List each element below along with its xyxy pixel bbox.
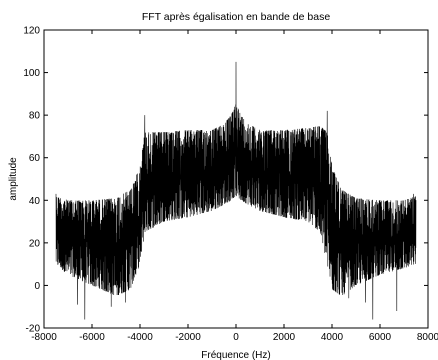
x-tick-label: 8000 — [417, 332, 438, 343]
y-tick-label: 20 — [29, 238, 41, 249]
x-tick-label: -2000 — [175, 332, 201, 343]
fft-series-line — [55, 61, 417, 320]
x-tick-label: -6000 — [79, 332, 105, 343]
y-tick-label: -20 — [26, 324, 41, 335]
data-layer — [55, 61, 417, 320]
x-tick-label: -8000 — [31, 332, 57, 343]
axes-layer: -8000 -6000 -4000 -2000 0 2000 4000 6000 8000 -20… — [23, 26, 438, 344]
x-tick-label: 2000 — [273, 332, 296, 343]
y-tick-label: 0 — [34, 281, 40, 292]
x-tick-label: 4000 — [321, 332, 344, 343]
y-tick-label: 60 — [29, 153, 41, 164]
chart-title: FFT après égalisation en bande de base — [142, 11, 331, 23]
y-tick-label: 40 — [29, 196, 41, 207]
y-tick-label: 100 — [23, 68, 40, 79]
x-tick-label: -4000 — [127, 332, 153, 343]
x-axis-label: Fréquence (Hz) — [201, 350, 270, 360]
y-axis-label: amplitude — [8, 157, 19, 201]
x-tick-label: 0 — [233, 332, 239, 343]
y-tick-label: 80 — [29, 111, 41, 122]
x-tick-label: 6000 — [369, 332, 392, 343]
y-tick-label: 120 — [23, 26, 40, 37]
